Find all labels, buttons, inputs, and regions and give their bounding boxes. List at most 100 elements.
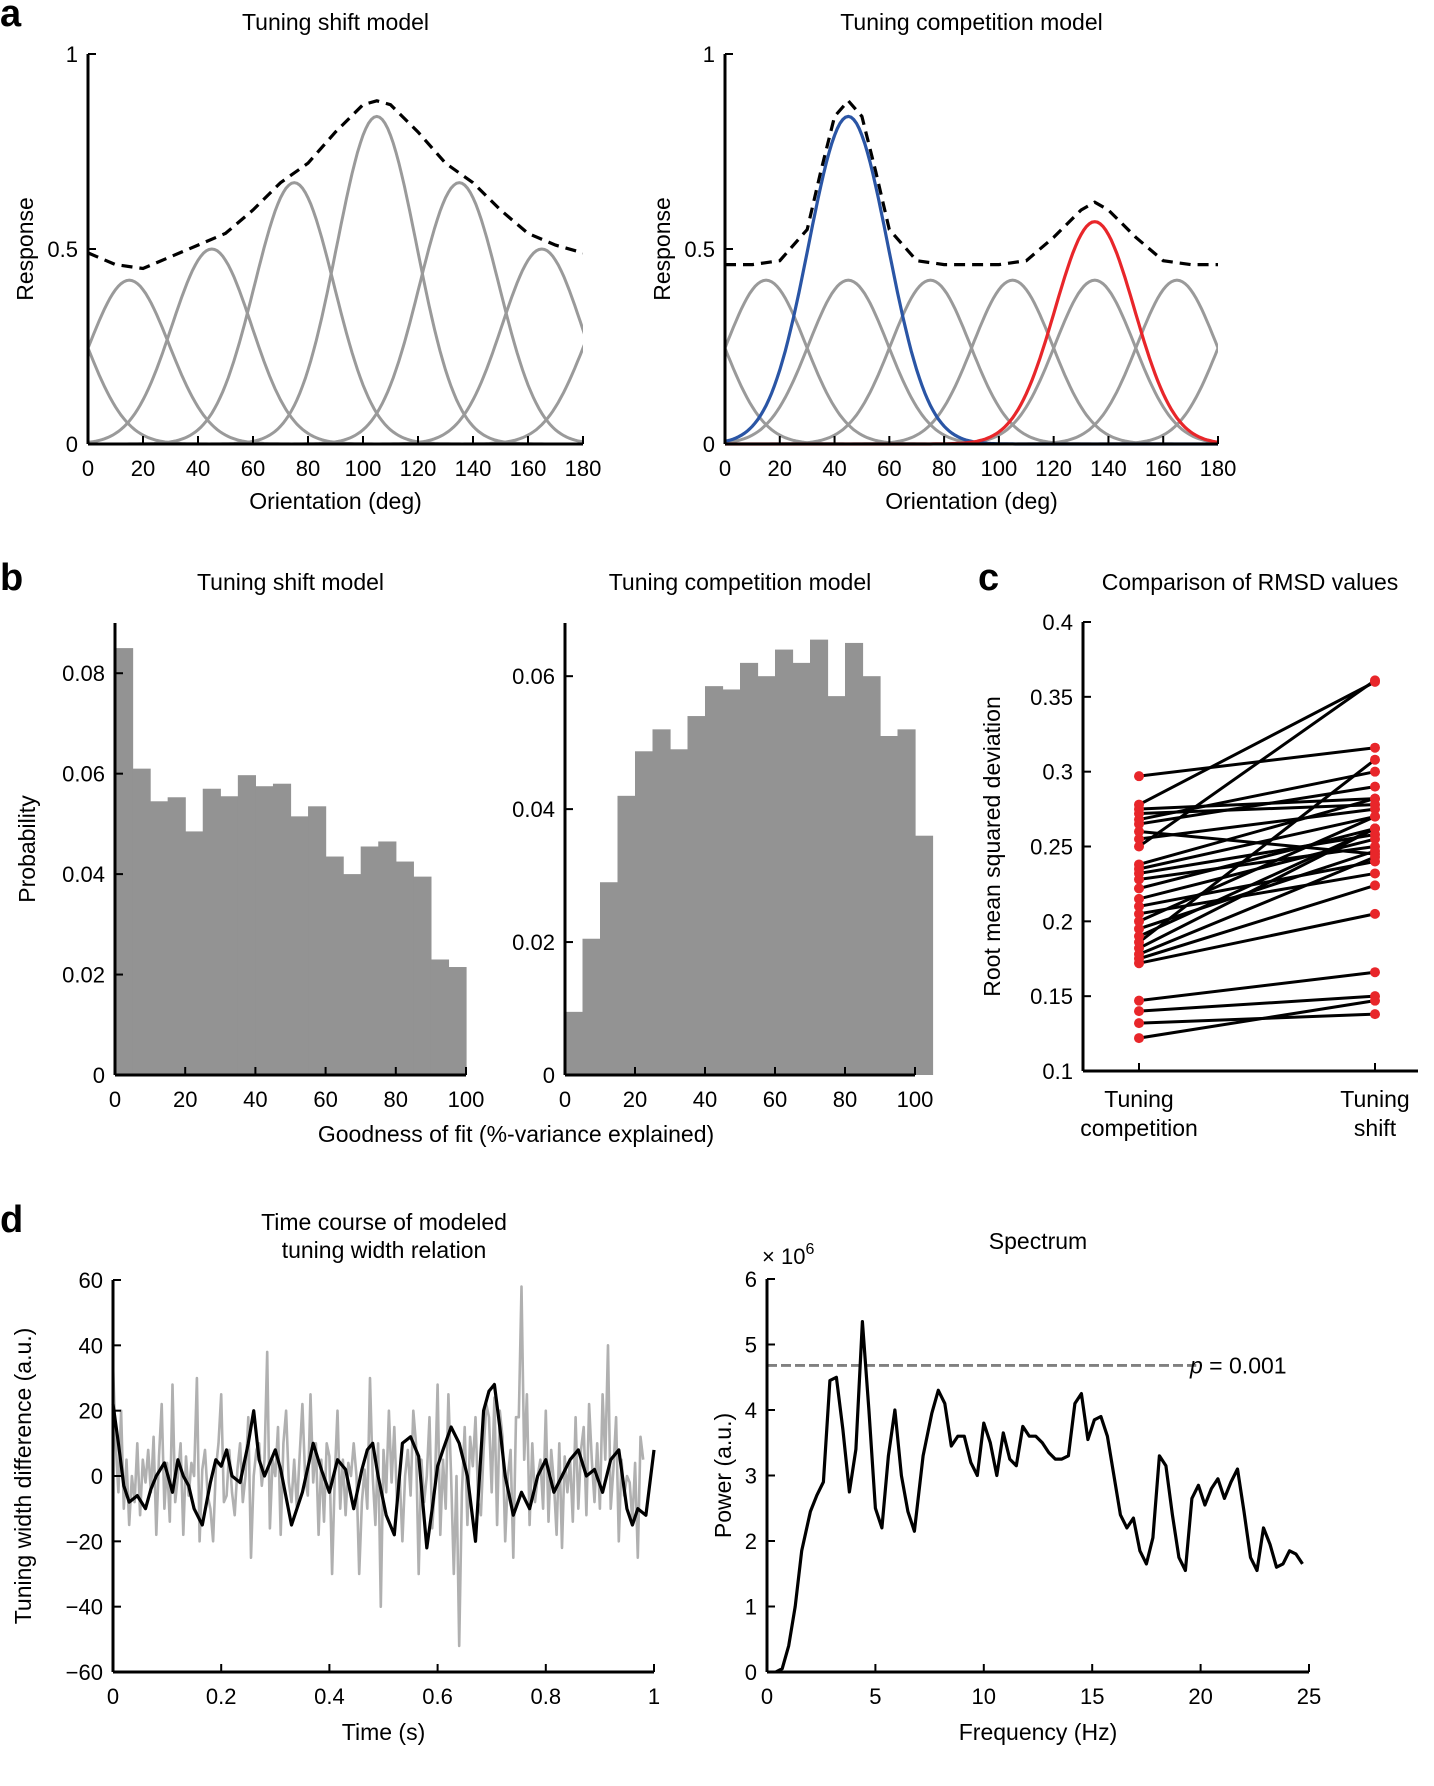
a1-channel-curve-gray [88,278,583,446]
b1-axes [113,623,467,1077]
a2-x-tick-label: 140 [1090,456,1127,481]
b1-bar [255,786,274,1075]
c-pair-line [1138,871,1376,916]
c-y-tick-label: 0.1 [1042,1059,1073,1084]
c-point-competition [1134,841,1144,852]
b1-y-tick-label: 0.06 [62,762,105,787]
a1-x-tick-label: 160 [510,456,547,481]
c-point-competition [1134,834,1144,845]
b2-x-tick-label: 60 [763,1087,787,1112]
a1-channel-curve-gray [88,181,583,446]
a1-title: Tuning shift model [242,9,429,35]
c-point-competition [1134,1018,1144,1029]
a2-ylabel: Response [649,197,675,301]
d2-y-tick-label: 5 [745,1333,757,1358]
b2-bar [792,662,811,1075]
c-x-category-label: competition [1080,1115,1198,1141]
c-pair-line [1138,833,1376,875]
c-pair-line [1138,855,1376,956]
a2-x-tick-label: 20 [768,456,792,481]
c-point-shift [1370,781,1380,792]
d2-y-tick-label: 4 [745,1398,757,1423]
b2-bar [565,1011,584,1075]
a1-y-tick-label: 1 [66,42,78,67]
c-point-competition [1134,908,1144,919]
c-point-shift [1370,851,1380,862]
c-point-shift [1370,823,1380,834]
a1-x-tick-label: 180 [565,456,602,481]
b1-bar [413,876,432,1075]
b1-y-tick-label: 0.04 [62,862,105,887]
a2-x-tick-label: 0 [719,456,731,481]
c-point-shift [1370,1009,1380,1020]
c-pair-lines [1138,679,1376,1040]
b1-y-tick-label: 0 [93,1063,105,1088]
b2-bar [757,676,776,1075]
b2-bar [617,795,636,1075]
a1-channel-curve-gray [88,344,583,446]
a2-y-tick-label: 0 [703,432,715,457]
c-pair-line [1138,970,1376,1003]
d2-axes [765,1278,1310,1674]
b1-y-tick-label: 0.08 [62,661,105,686]
b1-bar [290,816,309,1075]
b1-bar [378,841,397,1075]
c-pair-line [1138,827,1376,890]
d2-x-tick-label: 15 [1080,1684,1104,1709]
b2-y-tick-label: 0.06 [512,664,555,689]
a2-sum-curve [725,98,1218,267]
d1-x-tick-label: 0.2 [206,1684,237,1709]
c-point-shift [1370,804,1380,815]
a2-channel-curve-gray [725,278,1218,446]
b2-bar [635,751,654,1075]
b1-bar [325,856,344,1075]
a1-channel-curve-gray [88,181,583,446]
b2-bar [652,729,671,1075]
d2-y-tick-label: 1 [745,1595,757,1620]
d1-x-tick-label: 0 [107,1684,119,1709]
c-pair-line [1138,679,1376,848]
d2-x-tick-label: 20 [1188,1684,1212,1709]
b1-bar [167,797,186,1075]
d2-x-tick-label: 0 [761,1684,773,1709]
b1-bars [115,648,467,1075]
a1-x-tick-label: 120 [400,456,437,481]
c-axes [1081,621,1091,1072]
a1-x-tick-label: 0 [82,456,94,481]
c-pair-line [1138,827,1376,938]
a2-title: Tuning competition model [840,9,1103,35]
c-x-category-label: Tuning [1340,1086,1409,1112]
d1-x-tick-label: 0.6 [422,1684,453,1709]
d1-x-tick-label: 1 [648,1684,660,1709]
b2-y-tick-label: 0.04 [512,797,555,822]
d2-threshold-label: p = 0.001 [1189,1352,1287,1378]
a2-channel-curve-gray [725,278,1218,446]
c-point-competition [1134,883,1144,894]
b2-bar [670,749,689,1075]
b2-x-tick-label: 40 [693,1087,717,1112]
d1-title: tuning width relation [282,1237,487,1263]
b2-bar [810,639,829,1075]
c-y-tick-label: 0.4 [1042,610,1073,635]
d1-x-tick-label: 0.8 [531,1684,562,1709]
d1-y-tick-label: −40 [66,1595,103,1620]
b2-bar [862,676,881,1075]
b2-bar [775,649,794,1075]
a2-channel-curve-red [725,220,1218,446]
c-point-shift [1370,766,1380,777]
b1-x-tick-label: 20 [173,1087,197,1112]
b2-bar [915,835,934,1075]
a2-x-tick-label: 120 [1035,456,1072,481]
a1-channel-curve-gray [88,343,583,446]
b1-bar [202,788,221,1075]
d2-y-tick-label: 6 [745,1267,757,1292]
c-point-shift [1370,880,1380,891]
a1-sum-curve [88,99,583,271]
c-point-shift [1370,742,1380,753]
d1-y-tick-label: 40 [79,1333,103,1358]
b1-y-tick-label: 0.02 [62,963,105,988]
b1-ylabel: Probability [14,795,40,903]
a1-x-tick-label: 80 [296,456,320,481]
b1-x-tick-label: 80 [384,1087,408,1112]
